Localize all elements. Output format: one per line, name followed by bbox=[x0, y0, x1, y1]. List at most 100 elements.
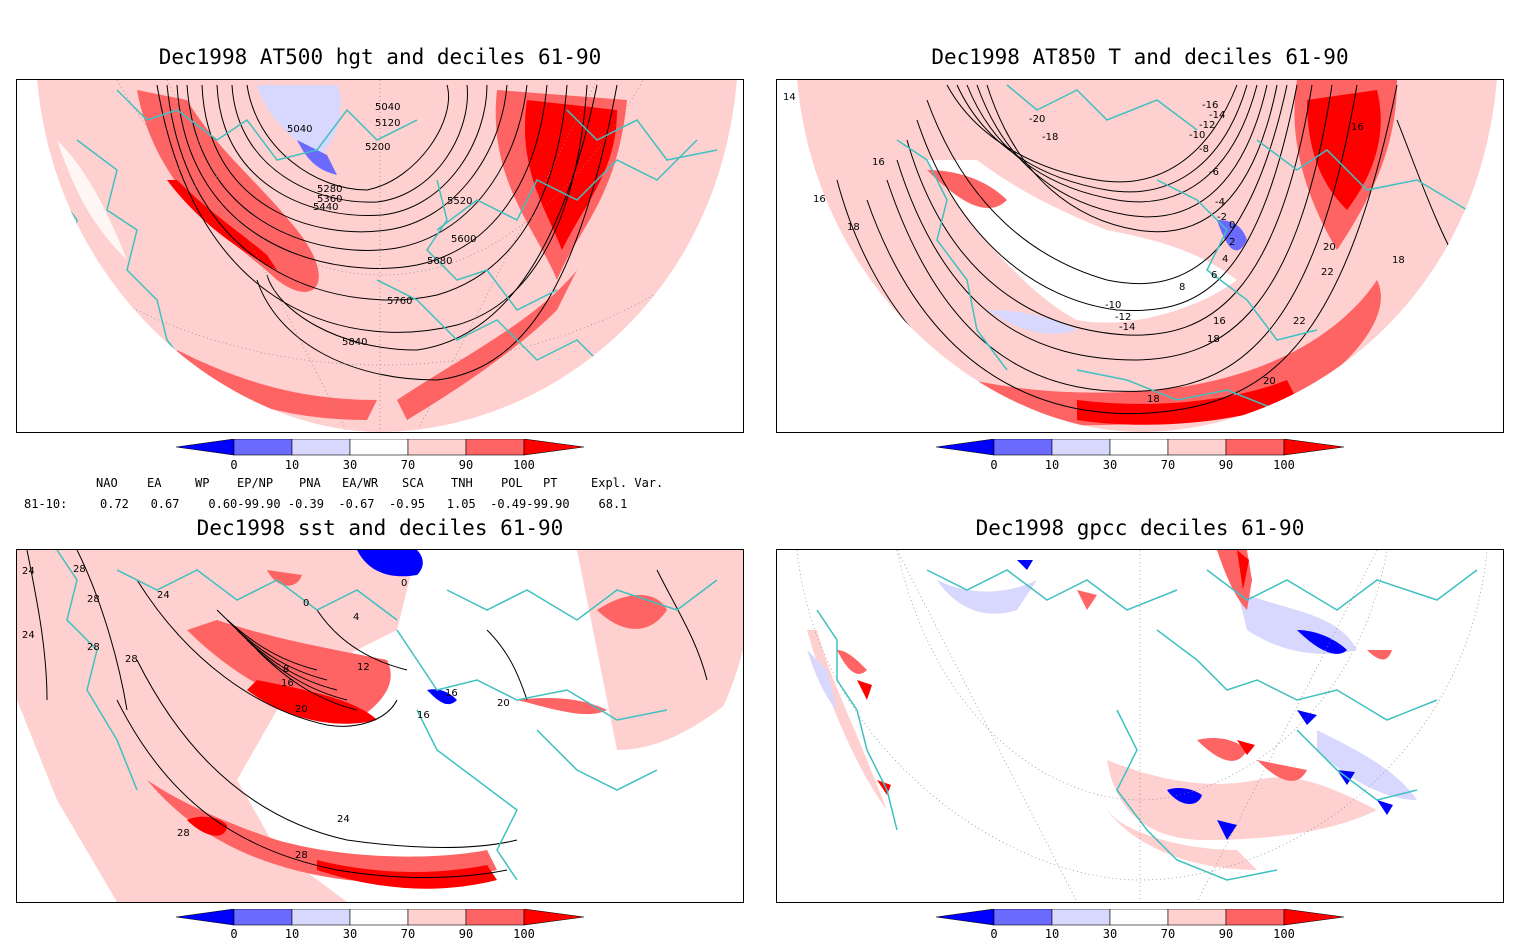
contour-label: 28 bbox=[177, 828, 190, 839]
index-header-nao: NAO bbox=[96, 476, 118, 490]
index-header-ea: EA bbox=[147, 476, 162, 490]
index-header-wp: WP bbox=[195, 476, 210, 490]
indices-header: NAO EA WP EP/NP PNA EA/WR SCA TNH POL PT… bbox=[0, 476, 760, 492]
index-header-sca: SCA bbox=[402, 476, 424, 490]
colorbar-tick: 100 bbox=[513, 458, 535, 472]
colorbar-tick: 70 bbox=[1161, 927, 1175, 940]
colorbar: 0 10 30 70 90 100 bbox=[175, 438, 586, 475]
contour-label: 4 bbox=[1222, 254, 1228, 265]
contour-label: 28 bbox=[125, 654, 138, 665]
colorbar-tick: 90 bbox=[459, 927, 473, 940]
colorbar-tick: 90 bbox=[1219, 927, 1233, 940]
contour-label: -20 bbox=[1029, 114, 1045, 125]
contour-label: -10 bbox=[1189, 130, 1205, 141]
colorbar-tick: 0 bbox=[990, 458, 997, 472]
contour-label: 18 bbox=[1207, 334, 1220, 345]
contour-label: 20 bbox=[295, 704, 308, 715]
indices-row: 81-10: 0.72 0.67 0.60-99.90 -0.39 -0.67 … bbox=[0, 497, 760, 513]
contour-label: 18 bbox=[1392, 255, 1405, 266]
colorbar-tick: 100 bbox=[1273, 927, 1295, 940]
colorbar-tick: 70 bbox=[401, 458, 415, 472]
contour-label: 18 bbox=[847, 222, 860, 233]
map-panel-hgt: 5040 5040 5120 5200 5280 5360 5440 5520 … bbox=[16, 79, 744, 433]
contour-label: 5120 bbox=[375, 118, 400, 129]
colorbar-tick: 0 bbox=[990, 927, 997, 940]
contour-label: 28 bbox=[87, 642, 100, 653]
panel-title-sst: Dec1998 sst and deciles 61-90 bbox=[196, 516, 564, 540]
map-panel-t850: 14 16 16 16 18 18 20 22 -20 -18 -16 -14 … bbox=[776, 79, 1504, 433]
contour-label: 16 bbox=[1351, 122, 1364, 133]
index-header-explvar: Expl. Var. bbox=[591, 476, 664, 490]
contour-label: 24 bbox=[22, 566, 35, 577]
contour-label: 16 bbox=[872, 157, 885, 168]
contour-label: 16 bbox=[813, 194, 826, 205]
colorbar-tick: 0 bbox=[230, 458, 237, 472]
contour-label: -2 bbox=[1217, 212, 1227, 223]
contour-label: 18 bbox=[1147, 394, 1160, 405]
contour-label: -18 bbox=[1042, 132, 1058, 143]
map-panel-gpcc bbox=[776, 549, 1504, 903]
contour-label: 0 bbox=[303, 598, 309, 609]
contour-label: 20 bbox=[1323, 242, 1336, 253]
contour-label: 4 bbox=[353, 612, 359, 623]
contour-label: -10 bbox=[1105, 300, 1121, 311]
index-header-pol: POL bbox=[501, 476, 523, 490]
contour-label: 8 bbox=[283, 664, 289, 675]
contour-label: 0 bbox=[401, 578, 407, 589]
contour-label: 5600 bbox=[451, 234, 476, 245]
contour-label: 5040 bbox=[287, 124, 312, 135]
contour-label: -6 bbox=[1209, 167, 1219, 178]
contour-label: -14 bbox=[1119, 322, 1135, 333]
panel-title-gpcc: Dec1998 gpcc deciles 61-90 bbox=[975, 516, 1305, 540]
colorbar-tick: 10 bbox=[285, 927, 299, 940]
contour-label: 5840 bbox=[342, 337, 367, 348]
colorbar: 0 10 30 70 90 100 bbox=[935, 908, 1346, 941]
indices-row-label: 81-10: bbox=[24, 497, 68, 511]
contour-label: -8 bbox=[1199, 144, 1209, 155]
map-panel-sst: 28 24 28 24 28 28 24 0 0 4 8 12 16 20 24… bbox=[16, 549, 744, 903]
contour-label: 5440 bbox=[313, 202, 338, 213]
index-header-epnp: EP/NP bbox=[237, 476, 274, 490]
contour-label: 24 bbox=[337, 814, 350, 825]
contour-label: 5200 bbox=[365, 142, 390, 153]
colorbar-tick: 10 bbox=[1045, 927, 1059, 940]
contour-label: 28 bbox=[295, 850, 308, 861]
colorbar-tick: 10 bbox=[1045, 458, 1059, 472]
contour-label: 5040 bbox=[375, 102, 400, 113]
contour-label: 5520 bbox=[447, 196, 472, 207]
contour-label: 6 bbox=[1211, 270, 1217, 281]
contour-label: -12 bbox=[1115, 312, 1131, 323]
colorbar-tick: 10 bbox=[285, 458, 299, 472]
contour-label: 28 bbox=[73, 564, 86, 575]
contour-label: 5360 bbox=[317, 194, 342, 205]
contour-label: 22 bbox=[1321, 267, 1334, 278]
contour-label: 12 bbox=[357, 662, 370, 673]
contour-label: 28 bbox=[87, 594, 100, 605]
colorbar-tick: 70 bbox=[1161, 458, 1175, 472]
contour-label: 16 bbox=[281, 678, 294, 689]
contour-label: 5280 bbox=[317, 184, 342, 195]
contour-label: 5760 bbox=[387, 296, 412, 307]
panel-title-t850: Dec1998 AT850 T and deciles 61-90 bbox=[931, 45, 1349, 69]
contour-label: 14 bbox=[783, 92, 796, 103]
contour-label: 0 bbox=[1229, 220, 1235, 231]
index-header-eawr: EA/WR bbox=[342, 476, 379, 490]
contour-label: 24 bbox=[22, 630, 35, 641]
contour-label: -4 bbox=[1215, 197, 1225, 208]
colorbar-tick: 30 bbox=[1103, 927, 1117, 940]
contour-label: 20 bbox=[497, 698, 510, 709]
contour-label: 24 bbox=[157, 590, 170, 601]
contour-label: 5680 bbox=[427, 256, 452, 267]
colorbar-tick: 90 bbox=[459, 458, 473, 472]
colorbar-tick: 0 bbox=[230, 927, 237, 940]
contour-label: -16 bbox=[1202, 100, 1218, 111]
colorbar-tick: 30 bbox=[343, 458, 357, 472]
contour-label: 22 bbox=[1293, 316, 1306, 327]
indices-row-values: 0.72 0.67 0.60-99.90 -0.39 -0.67 -0.95 1… bbox=[100, 497, 628, 511]
colorbar-tick: 90 bbox=[1219, 458, 1233, 472]
colorbar-tick: 100 bbox=[1273, 458, 1295, 472]
colorbar: 0 10 30 70 90 100 bbox=[935, 438, 1346, 475]
contour-label: -14 bbox=[1209, 110, 1225, 121]
index-header-pt: PT bbox=[543, 476, 558, 490]
contour-label: 16 bbox=[445, 688, 458, 699]
